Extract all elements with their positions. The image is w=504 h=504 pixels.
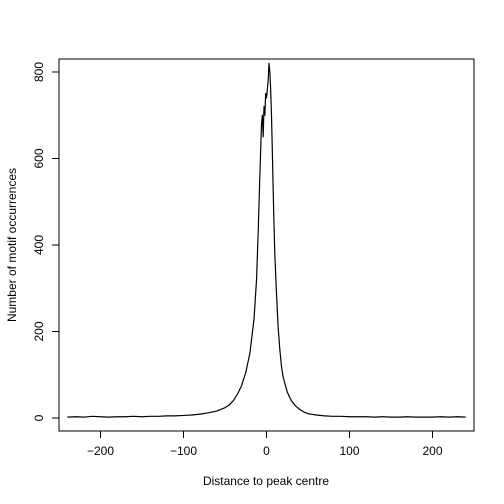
x-tick-label: −100 <box>170 444 197 458</box>
y-tick-label: 600 <box>32 148 46 168</box>
x-axis: −200 −100 0 100 200 <box>87 431 443 458</box>
series-line <box>67 62 466 418</box>
x-tick-label: 200 <box>422 444 442 458</box>
x-tick-label: −200 <box>87 444 114 458</box>
y-tick-label: 0 <box>32 414 46 421</box>
plot-frame <box>58 58 475 432</box>
y-tick-label: 400 <box>32 235 46 255</box>
x-tick-label: 100 <box>339 444 359 458</box>
y-axis-title: Number of motif occurrences <box>5 168 19 322</box>
y-tick-label: 200 <box>32 321 46 341</box>
x-tick-label: 0 <box>263 444 270 458</box>
y-tick-label: 800 <box>32 62 46 82</box>
x-axis-title: Distance to peak centre <box>203 474 329 488</box>
y-axis: 0 200 400 600 800 <box>32 62 59 421</box>
